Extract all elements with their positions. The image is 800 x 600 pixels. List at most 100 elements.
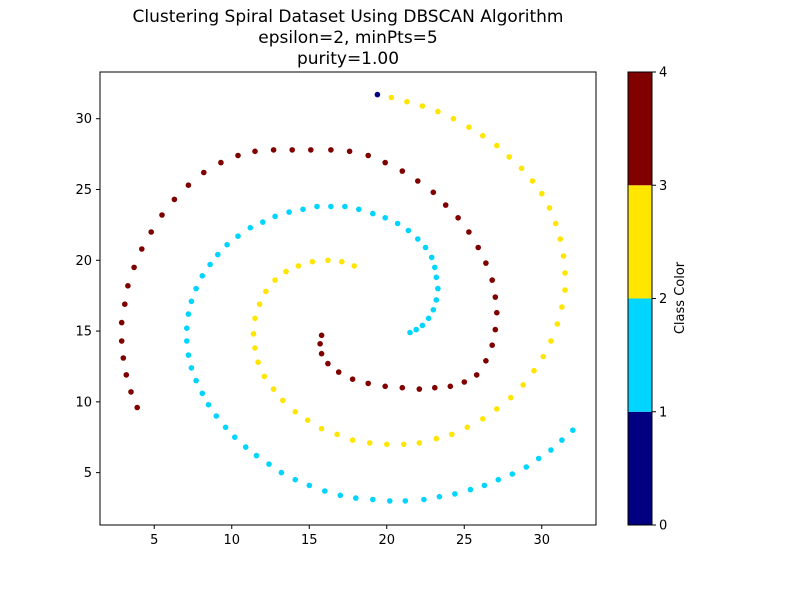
point-class-2-24: [508, 394, 514, 401]
colorbar-tick-label-4: 4: [659, 66, 667, 81]
point-class-3-9: [139, 246, 145, 252]
point-class-2-16: [562, 270, 568, 276]
point-class-2-32: [384, 441, 390, 448]
point-class-1-58: [432, 264, 438, 271]
point-class-1-17: [322, 488, 328, 494]
plot-area: 5 10 15 20 25 30 5 10 15 20 25 30: [75, 71, 597, 548]
point-class-1-42: [247, 224, 254, 231]
y-tick-label-15: 15: [75, 325, 92, 340]
point-class-1-52: [382, 215, 389, 221]
point-class-2-19: [554, 321, 561, 327]
chart-title-line-3: purity=1.00: [297, 49, 399, 69]
point-class-1-63: [425, 315, 432, 322]
point-class-3-32: [483, 260, 489, 266]
point-class-2-14: [557, 236, 564, 242]
point-class-3-4: [118, 338, 125, 344]
point-class-3-46: [365, 380, 372, 387]
point-class-1-26: [213, 413, 220, 419]
point-class-2-2: [419, 103, 426, 109]
chart-title: Clustering Spiral Dataset Using DBSCAN A…: [133, 7, 564, 69]
y-tick-label-20: 20: [75, 254, 92, 269]
point-class-3-2: [123, 372, 130, 378]
point-class-3-20: [308, 147, 314, 153]
plot-frame: [99, 71, 597, 526]
y-tick-label-10: 10: [75, 395, 92, 410]
point-class-3-33: [489, 277, 496, 283]
point-class-2-13: [552, 220, 559, 227]
point-class-2-45: [252, 315, 258, 322]
chart-title-line-2: epsilon=2, minPts=5: [258, 28, 438, 48]
colorbar-tick-label-2: 2: [659, 292, 667, 307]
point-class-2-30: [416, 440, 423, 446]
point-class-3-48: [335, 369, 342, 375]
point-class-3-0: [134, 404, 140, 411]
point-class-1-66: [407, 329, 413, 336]
point-class-1-1: [559, 437, 565, 443]
colorbar-tick-label-0: 0: [659, 519, 667, 534]
point-class-2-46: [256, 301, 263, 308]
point-class-1-27: [205, 401, 212, 408]
point-class-1-12: [402, 498, 409, 504]
point-class-2-18: [559, 304, 565, 310]
point-class-1-7: [481, 482, 488, 489]
point-class-2-7: [494, 142, 500, 149]
point-class-2-12: [546, 205, 553, 211]
point-class-1-22: [253, 452, 260, 459]
point-class-1-37: [199, 273, 206, 279]
point-class-1-49: [342, 203, 348, 210]
point-class-3-40: [461, 379, 468, 385]
point-class-1-31: [185, 352, 192, 358]
point-class-1-48: [328, 203, 334, 210]
point-class-2-5: [466, 124, 472, 130]
point-class-3-31: [475, 244, 482, 251]
colorbar-segments: [628, 72, 652, 525]
x-axis: 5 10 15 20 25 30: [150, 525, 550, 548]
point-class-1-16: [337, 492, 344, 499]
point-class-3-29: [455, 215, 461, 221]
point-class-1-46: [300, 206, 306, 213]
point-class-2-33: [366, 440, 373, 446]
point-class-1-33: [184, 325, 190, 332]
point-class-1-45: [286, 209, 292, 215]
x-tick-label-15: 15: [301, 533, 318, 548]
x-tick-label-10: 10: [223, 533, 240, 548]
point-class-2-34: [349, 437, 356, 443]
point-class-1-15: [353, 495, 359, 501]
point-class-1-32: [184, 338, 190, 344]
point-class-1-53: [394, 220, 401, 227]
point-class-3-37: [489, 342, 496, 349]
point-class-2-49: [283, 268, 289, 275]
point-class-2-40: [270, 386, 277, 392]
point-class-2-43: [252, 345, 258, 351]
point-class-3-42: [432, 384, 438, 391]
point-class-1-18: [306, 482, 313, 489]
point-class-2-6: [480, 132, 486, 139]
point-class-3-41: [447, 383, 454, 390]
point-class-3-22: [346, 148, 353, 155]
point-class-3-18: [270, 147, 277, 153]
point-class-1-40: [224, 241, 230, 248]
point-class-1-5: [509, 471, 516, 477]
point-class-1-60: [435, 285, 441, 292]
point-class-1-9: [452, 491, 458, 497]
point-class-1-35: [188, 298, 195, 305]
point-class-2-27: [464, 424, 471, 431]
point-class-3-17: [252, 148, 258, 155]
point-class-2-42: [255, 359, 261, 366]
point-class-3-21: [328, 147, 334, 153]
point-class-2-15: [560, 253, 567, 259]
point-class-3-8: [131, 264, 137, 271]
scatter-points: [118, 91, 576, 504]
point-class-2-23: [520, 382, 526, 388]
point-class-2-36: [318, 425, 325, 432]
point-class-2-1: [404, 98, 410, 105]
point-class-3-25: [399, 168, 406, 174]
point-class-1-28: [199, 390, 206, 397]
point-class-3-28: [442, 202, 449, 208]
point-class-3-38: [483, 358, 489, 364]
point-class-2-20: [548, 338, 554, 344]
point-class-2-26: [480, 416, 486, 422]
point-class-3-49: [325, 360, 331, 367]
point-class-2-25: [494, 406, 500, 412]
